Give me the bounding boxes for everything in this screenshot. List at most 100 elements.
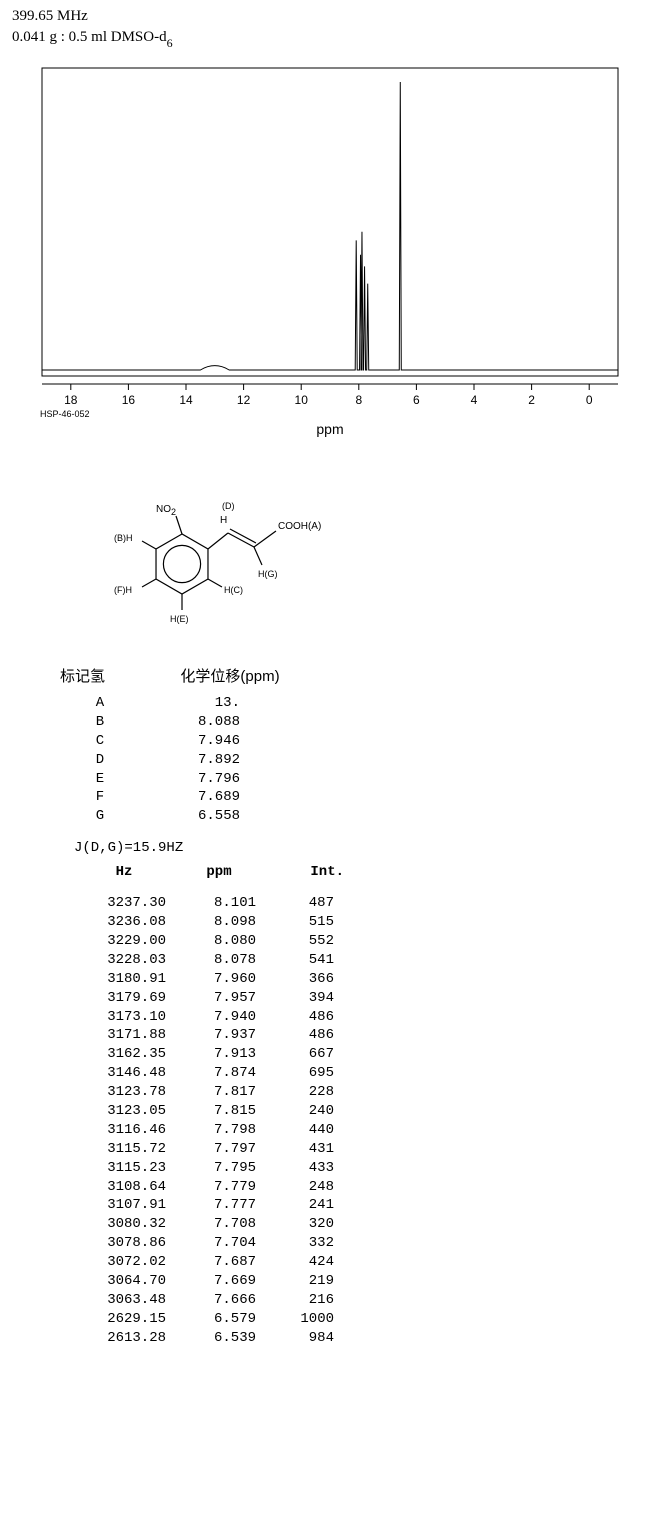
peak-row-int: 332 bbox=[264, 1234, 344, 1253]
peak-row-ppm: 7.937 bbox=[174, 1026, 264, 1045]
frequency-text: 399.65 MHz bbox=[12, 8, 640, 25]
spectrum-container: 181614121086420 HSP-46-052 ppm bbox=[12, 58, 640, 437]
peak-row-int: 394 bbox=[264, 989, 344, 1008]
peak-row-int: 486 bbox=[264, 1008, 344, 1027]
peak-row-int: 320 bbox=[264, 1215, 344, 1234]
peak-row-ppm: 7.815 bbox=[174, 1102, 264, 1121]
peak-row: 3229.008.080552 bbox=[74, 932, 640, 951]
peak-row: 3115.237.795433 bbox=[74, 1159, 640, 1178]
assignment-row: C7.946 bbox=[60, 732, 640, 751]
peak-row-int: 440 bbox=[264, 1121, 344, 1140]
assignment-row-label: E bbox=[60, 770, 140, 789]
peak-row-ppm: 7.960 bbox=[174, 970, 264, 989]
peak-row: 3080.327.708320 bbox=[74, 1215, 640, 1234]
peak-row-ppm: 7.798 bbox=[174, 1121, 264, 1140]
assignment-row-label: D bbox=[60, 751, 140, 770]
nmr-spectrum-plot: 181614121086420 bbox=[30, 58, 630, 418]
assignment-row: G6.558 bbox=[60, 807, 640, 826]
peak-row-hz: 3107.91 bbox=[74, 1196, 174, 1215]
svg-text:H(E): H(E) bbox=[170, 614, 189, 624]
peak-row-int: 228 bbox=[264, 1083, 344, 1102]
peak-row-int: 366 bbox=[264, 970, 344, 989]
peak-header-hz: Hz bbox=[74, 864, 174, 880]
peak-row-int: 248 bbox=[264, 1178, 344, 1197]
peak-row: 3236.088.098515 bbox=[74, 913, 640, 932]
peak-row-hz: 3236.08 bbox=[74, 913, 174, 932]
svg-text:COOH(A): COOH(A) bbox=[278, 521, 321, 532]
peak-row-ppm: 7.874 bbox=[174, 1064, 264, 1083]
assignment-row-value: 7.689 bbox=[140, 788, 280, 807]
svg-text:2: 2 bbox=[528, 393, 535, 407]
assignment-row: F7.689 bbox=[60, 788, 640, 807]
peak-row: 3171.887.937486 bbox=[74, 1026, 640, 1045]
peak-row-int: 541 bbox=[264, 951, 344, 970]
peak-row-hz: 3173.10 bbox=[74, 1008, 174, 1027]
coupling-constant: J(D,G)=15.9HZ bbox=[74, 840, 640, 856]
peak-row-int: 216 bbox=[264, 1291, 344, 1310]
peak-row-ppm: 7.913 bbox=[174, 1045, 264, 1064]
peak-row-hz: 2629.15 bbox=[74, 1310, 174, 1329]
assignment-row: A13. bbox=[60, 694, 640, 713]
assignment-row-value: 6.558 bbox=[140, 807, 280, 826]
peak-row: 3116.467.798440 bbox=[74, 1121, 640, 1140]
peak-row-ppm: 6.539 bbox=[174, 1329, 264, 1348]
svg-text:(D): (D) bbox=[222, 501, 235, 511]
svg-text:8: 8 bbox=[355, 393, 362, 407]
peak-row: 3173.107.940486 bbox=[74, 1008, 640, 1027]
peak-row-hz: 3115.23 bbox=[74, 1159, 174, 1178]
peak-row-hz: 3116.46 bbox=[74, 1121, 174, 1140]
peak-row-ppm: 7.817 bbox=[174, 1083, 264, 1102]
peak-row-ppm: 7.704 bbox=[174, 1234, 264, 1253]
peak-row: 3108.647.779248 bbox=[74, 1178, 640, 1197]
assignment-row-label: F bbox=[60, 788, 140, 807]
assignment-row-label: A bbox=[60, 694, 140, 713]
sample-text-main: 0.041 g : 0.5 ml DMSO-d bbox=[12, 29, 167, 45]
assignment-row-value: 7.796 bbox=[140, 770, 280, 789]
peak-row: 3107.917.777241 bbox=[74, 1196, 640, 1215]
structure-container: NO2H(D)COOH(A)H(G)(B)H(F)HH(E)H(C) bbox=[112, 451, 640, 651]
peak-row-int: 241 bbox=[264, 1196, 344, 1215]
peak-row-int: 515 bbox=[264, 913, 344, 932]
peak-row: 3179.697.957394 bbox=[74, 989, 640, 1008]
peak-row-int: 1000 bbox=[264, 1310, 344, 1329]
peak-row: 3123.057.815240 bbox=[74, 1102, 640, 1121]
peak-row-hz: 3108.64 bbox=[74, 1178, 174, 1197]
peak-row: 3123.787.817228 bbox=[74, 1083, 640, 1102]
peak-row-hz: 3146.48 bbox=[74, 1064, 174, 1083]
svg-text:(B)H: (B)H bbox=[114, 533, 133, 543]
peak-row-ppm: 7.708 bbox=[174, 1215, 264, 1234]
svg-text:0: 0 bbox=[586, 393, 593, 407]
peak-row-hz: 3064.70 bbox=[74, 1272, 174, 1291]
assignment-row-value: 13. bbox=[140, 694, 280, 713]
peak-row-ppm: 6.579 bbox=[174, 1310, 264, 1329]
peak-row-hz: 3080.32 bbox=[74, 1215, 174, 1234]
sample-text-sub: 6 bbox=[167, 36, 173, 50]
peak-row-hz: 2613.28 bbox=[74, 1329, 174, 1348]
assignment-row-label: C bbox=[60, 732, 140, 751]
peak-row-ppm: 7.940 bbox=[174, 1008, 264, 1027]
peak-row-ppm: 8.098 bbox=[174, 913, 264, 932]
assignment-header-right: 化学位移(ppm) bbox=[140, 665, 320, 686]
peak-row-hz: 3179.69 bbox=[74, 989, 174, 1008]
assignment-row-value: 7.892 bbox=[140, 751, 280, 770]
assignment-row: D7.892 bbox=[60, 751, 640, 770]
peak-table-header: Hz ppm Int. bbox=[74, 864, 640, 880]
peak-row-hz: 3063.48 bbox=[74, 1291, 174, 1310]
svg-text:4: 4 bbox=[471, 393, 478, 407]
svg-text:(F)H: (F)H bbox=[114, 585, 132, 595]
peak-row-hz: 3171.88 bbox=[74, 1026, 174, 1045]
peak-row-ppm: 7.669 bbox=[174, 1272, 264, 1291]
peak-row-int: 240 bbox=[264, 1102, 344, 1121]
assignment-table: 标记氢 化学位移(ppm) A13.B8.088C7.946D7.892E7.7… bbox=[60, 665, 640, 826]
peak-table: Hz ppm Int. 3237.308.1014873236.088.0985… bbox=[74, 864, 640, 1347]
svg-text:12: 12 bbox=[237, 393, 251, 407]
peak-row-hz: 3237.30 bbox=[74, 894, 174, 913]
peak-header-ppm: ppm bbox=[174, 864, 264, 880]
svg-text:H(C): H(C) bbox=[224, 585, 243, 595]
peak-row-int: 695 bbox=[264, 1064, 344, 1083]
peak-row-ppm: 7.795 bbox=[174, 1159, 264, 1178]
peak-row-ppm: 7.797 bbox=[174, 1140, 264, 1159]
assignment-row: E7.796 bbox=[60, 770, 640, 789]
peak-row-hz: 3162.35 bbox=[74, 1045, 174, 1064]
peak-row: 3162.357.913667 bbox=[74, 1045, 640, 1064]
